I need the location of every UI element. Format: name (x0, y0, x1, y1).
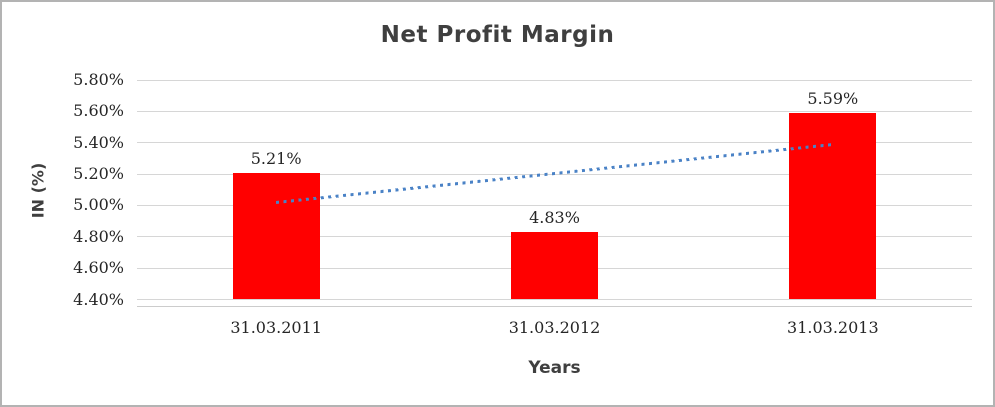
y-gridline (137, 79, 972, 81)
bar-data-label: 5.21% (250, 148, 302, 168)
bar-data-label: 4.83% (529, 208, 580, 228)
y-gridline (137, 204, 972, 206)
x-category-label: 31.03.2011 (230, 318, 322, 337)
y-gridline (137, 110, 972, 112)
bar (232, 172, 320, 300)
y-tick-label: 5.40% (73, 132, 124, 152)
y-tick-label: 5.20% (73, 164, 124, 184)
y-tick-label: 4.60% (73, 258, 124, 278)
x-category-label: 31.03.2012 (508, 318, 601, 337)
x-category-label: 31.03.2013 (787, 318, 879, 337)
y-tick-label: 4.80% (73, 226, 124, 246)
bar-data-label: 5.59% (807, 88, 859, 108)
x-axis-line (137, 306, 972, 307)
y-tick-label: 5.00% (73, 195, 124, 215)
chart-title: Net Profit Margin (380, 22, 615, 48)
y-tick-label: 4.40% (73, 289, 124, 309)
y-gridline (137, 142, 972, 144)
bar (511, 232, 598, 300)
y-gridline (137, 299, 972, 300)
y-tick-label: 5.60% (73, 101, 124, 121)
y-tick-label: 5.80% (73, 70, 124, 89)
bar (789, 112, 877, 300)
x-axis-title: Years (528, 358, 581, 378)
